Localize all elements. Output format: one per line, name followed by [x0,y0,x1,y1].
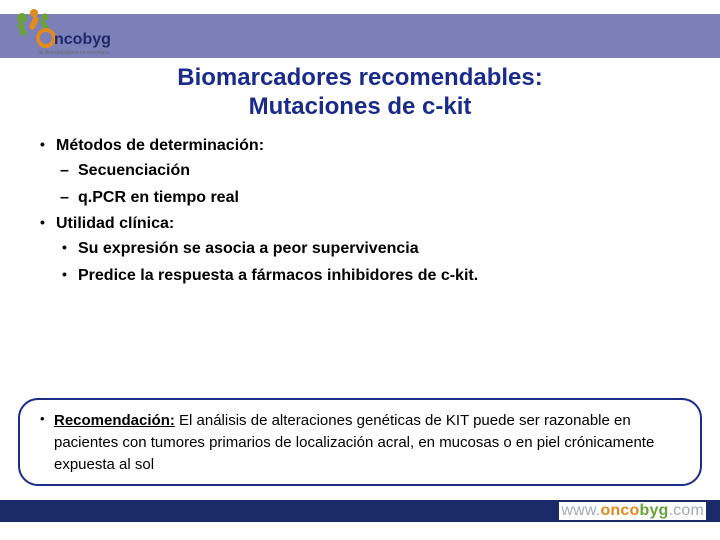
list-text: Utilidad clínica: [56,215,174,232]
list-text: q.PCR en tiempo real [78,189,239,206]
footer-url: www.oncobyg.com [559,502,706,520]
list-item: Métodos de determinación: Secuenciación … [36,134,696,210]
list-item: Utilidad clínica: Su expresión se asocia… [36,212,696,288]
list-text: Su expresión se asocia a peor superviven… [78,240,419,257]
recommendation-callout: Recomendación: El análisis de alteracion… [18,398,702,486]
url-com: .com [669,502,704,519]
slide-title: Biomarcadores recomendables: Mutaciones … [0,64,720,122]
title-line-1: Biomarcadores recomendables: [0,64,720,93]
list-text: Métodos de determinación: [56,137,264,154]
svg-text:de Biomarcadores en oncología: de Biomarcadores en oncología [38,50,109,56]
logo: ncobyg de Biomarcadores en oncología [8,4,128,56]
url-byg: byg [639,502,668,519]
slide: ncobyg de Biomarcadores en oncología Bio… [0,0,720,540]
url-onco: onco [600,502,639,519]
svg-text:ncobyg: ncobyg [54,31,111,48]
list-item: q.PCR en tiempo real [56,186,696,211]
title-line-2: Mutaciones de c-kit [0,93,720,122]
list-text: Secuenciación [78,162,190,179]
list-item: Su expresión se asocia a peor superviven… [56,237,696,262]
content-body: Métodos de determinación: Secuenciación … [36,134,696,291]
callout-item: Recomendación: El análisis de alteracion… [36,410,684,475]
callout-label: Recomendación: [54,412,175,429]
list-item: Predice la respuesta a fármacos inhibido… [56,264,696,289]
url-www: www. [561,502,600,519]
list-text: Predice la respuesta a fármacos inhibido… [78,267,478,284]
oncobyg-logo-icon: ncobyg de Biomarcadores en oncología [8,4,128,56]
list-item: Secuenciación [56,159,696,184]
